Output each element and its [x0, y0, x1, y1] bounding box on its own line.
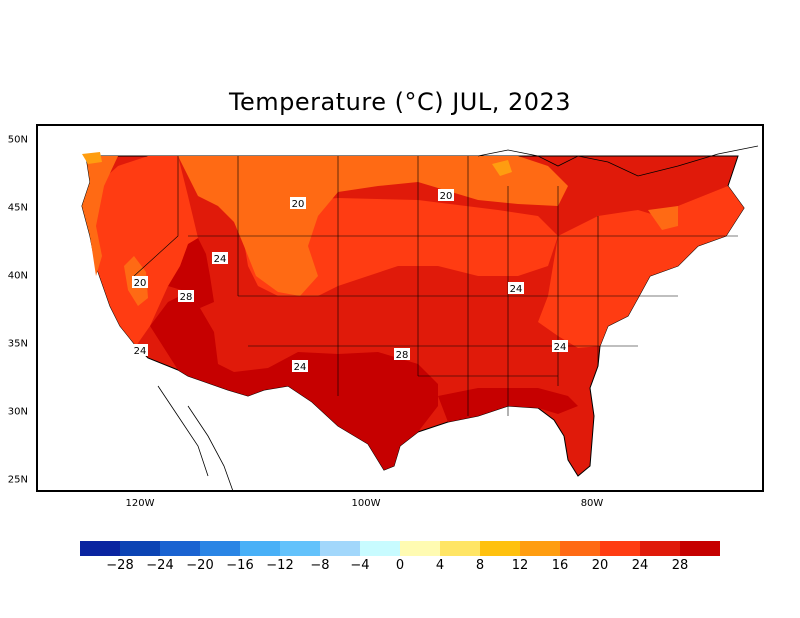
legend-swatch	[360, 541, 400, 556]
legend-label: −20	[186, 558, 214, 573]
zone-28-nevada	[168, 238, 214, 308]
legend-swatch	[240, 541, 280, 556]
svg-text:20: 20	[134, 278, 147, 289]
legend-label: 20	[591, 558, 609, 573]
contour-label-1: 20	[290, 197, 306, 210]
contour-label-6: 24	[132, 344, 148, 357]
svg-text:24: 24	[294, 362, 307, 373]
legend-label: 8	[475, 558, 485, 573]
lon-tick-80w: 80W	[580, 498, 604, 509]
legend-label: −16	[226, 558, 254, 573]
legend-swatch	[680, 541, 720, 556]
contour-label-10: 24	[552, 340, 568, 353]
legend-swatch	[280, 541, 320, 556]
lon-tick-100w: 100W	[351, 498, 381, 509]
svg-text:28: 28	[180, 292, 193, 303]
lat-tick-45n: 45N	[7, 202, 28, 214]
legend-label: 16	[551, 558, 569, 573]
zone-20-northeast	[648, 206, 678, 230]
map-area: 20 20 20 24 28 24	[36, 124, 764, 492]
lat-tick-50n: 50N	[7, 134, 28, 146]
legend-label: −8	[310, 558, 330, 573]
legend-swatch	[640, 541, 680, 556]
svg-text:20: 20	[440, 191, 453, 202]
color-legend	[80, 541, 720, 556]
legend-label: −28	[106, 558, 134, 573]
legend-swatch	[320, 541, 360, 556]
map-title: Temperature (°C) JUL, 2023	[228, 88, 572, 116]
svg-text:24: 24	[510, 284, 523, 295]
color-legend-labels: −28 −24 −20 −16 −12 −8 −4 0 4 8 12 16 20 24 28	[80, 558, 720, 574]
legend-swatch	[200, 541, 240, 556]
lat-tick-40n: 40N	[7, 270, 28, 282]
contour-label-7: 24	[292, 360, 308, 373]
contour-labels: 20 20 20 24 28 24	[132, 189, 568, 373]
contour-label-8: 28	[394, 348, 410, 361]
lat-tick-25n: 25N	[7, 474, 28, 486]
legend-swatch	[120, 541, 160, 556]
lat-tick-30n: 30N	[7, 406, 28, 418]
zone-24-west	[90, 156, 198, 346]
legend-swatch	[440, 541, 480, 556]
svg-text:24: 24	[214, 254, 227, 265]
lat-tick-35n: 35N	[7, 338, 28, 350]
zone-20-pacific-northwest	[82, 156, 118, 276]
legend-swatch	[480, 541, 520, 556]
zone-16-cascades	[82, 152, 102, 164]
lon-tick-120w: 120W	[125, 498, 155, 509]
svg-text:28: 28	[396, 350, 409, 361]
legend-label: 0	[395, 558, 405, 573]
legend-swatch	[400, 541, 440, 556]
legend-swatch	[160, 541, 200, 556]
legend-label: −4	[350, 558, 370, 573]
zone-24-plains	[238, 198, 558, 296]
zone-24-east	[538, 186, 744, 348]
zone-16-lake-superior	[492, 160, 512, 176]
coastlines	[157, 145, 759, 490]
legend-label: 4	[435, 558, 445, 573]
legend-label: 12	[511, 558, 529, 573]
contour-label-3: 20	[132, 276, 148, 289]
svg-text:24: 24	[554, 342, 567, 353]
legend-label: 24	[631, 558, 649, 573]
zone-20-upper-midwest	[418, 156, 568, 206]
contour-label-2: 20	[438, 189, 454, 202]
legend-swatch	[80, 541, 120, 556]
contour-label-5: 28	[178, 290, 194, 303]
svg-text:20: 20	[292, 199, 305, 210]
legend-swatch	[560, 541, 600, 556]
zone-28-southwest	[150, 292, 438, 470]
contour-label-9: 24	[508, 282, 524, 295]
svg-text:24: 24	[134, 346, 147, 357]
legend-label: −12	[266, 558, 294, 573]
legend-swatch	[600, 541, 640, 556]
legend-label: −24	[146, 558, 174, 573]
legend-swatch	[520, 541, 560, 556]
legend-label: 28	[671, 558, 689, 573]
state-boundaries	[133, 156, 738, 416]
temperature-map: 20 20 20 24 28 24	[81, 145, 759, 490]
contour-label-4: 24	[212, 252, 228, 265]
